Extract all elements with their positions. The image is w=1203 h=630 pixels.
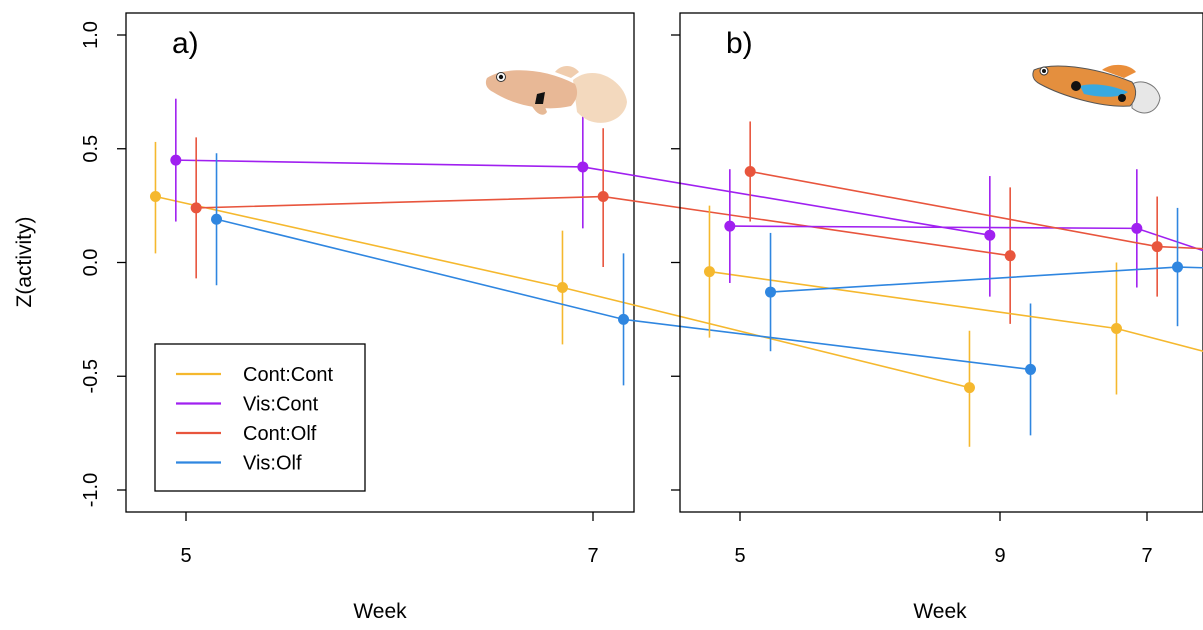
series-vis-olf xyxy=(765,207,1203,352)
panel-label: a) xyxy=(172,27,199,60)
data-point xyxy=(765,286,777,298)
data-point xyxy=(703,266,715,278)
fish-gravid-spot xyxy=(535,92,545,104)
legend-label: Vis:Olf xyxy=(243,453,302,475)
panel-a: 5 7 9 1.0 0.5 0.0 -0.5 -1.0 Week Z(activity) a) Con… xyxy=(13,12,1037,623)
series-line xyxy=(729,225,1203,252)
data-point xyxy=(963,382,975,394)
data-point xyxy=(211,213,223,225)
series-line xyxy=(709,270,1203,353)
data-point xyxy=(1004,250,1016,262)
data-point xyxy=(190,202,202,214)
series-cont-olf xyxy=(190,128,1016,324)
panel-b: 5 7 9 Week b) xyxy=(671,12,1203,623)
fish-black-spot xyxy=(1071,81,1081,91)
series-line xyxy=(770,266,1203,293)
data-point xyxy=(1131,222,1143,234)
y-tick-label: -0.5 xyxy=(80,359,102,393)
fish-dorsal-fin xyxy=(1102,64,1136,78)
pale-female-guppy-icon xyxy=(485,66,627,123)
series-vis-cont xyxy=(724,169,1203,288)
data-point xyxy=(1025,363,1037,375)
fish-pupil xyxy=(1042,69,1046,73)
data-point xyxy=(149,191,161,203)
legend-box xyxy=(154,343,366,492)
data-point xyxy=(1110,322,1122,334)
y-tick-label: -1.0 xyxy=(80,473,102,507)
fish-body xyxy=(485,70,578,109)
x-tick-label: 5 xyxy=(734,545,745,567)
y-tick-label: 0.0 xyxy=(80,249,102,277)
x-axis-title: Week xyxy=(913,600,967,623)
y-tick-label: 0.5 xyxy=(80,135,102,163)
data-point xyxy=(1151,241,1163,253)
data-point xyxy=(556,282,568,294)
fish-dorsal-fin xyxy=(555,66,579,78)
legend: Cont:Cont Vis:Cont Cont:Olf Vis:Olf xyxy=(154,343,366,492)
data-point xyxy=(618,313,630,325)
fish-pupil xyxy=(498,74,504,80)
fish-tail xyxy=(1131,81,1161,114)
data-point xyxy=(170,154,182,166)
legend-label: Cont:Olf xyxy=(243,423,317,445)
panel-label: b) xyxy=(726,27,753,60)
series-vis-olf xyxy=(211,153,1037,436)
x-tick-label: 5 xyxy=(180,545,191,567)
x-tick-label: 7 xyxy=(1141,545,1152,567)
series-cont-cont xyxy=(703,205,1203,395)
fish-ventral-fin xyxy=(530,102,547,115)
data-point xyxy=(984,229,996,241)
y-tick-label: 1.0 xyxy=(80,21,102,49)
legend-label: Cont:Cont xyxy=(243,364,333,386)
data-point xyxy=(724,220,736,232)
legend-label: Vis:Cont xyxy=(243,394,319,416)
x-tick-label: 7 xyxy=(587,545,598,567)
data-point xyxy=(744,166,756,177)
x-axis-title: Week xyxy=(353,600,407,623)
y-axis-title: Z(activity) xyxy=(13,217,36,308)
fish-blue-patch xyxy=(1080,84,1128,97)
data-point xyxy=(597,191,609,203)
data-point xyxy=(1172,261,1184,273)
fish-tail xyxy=(573,72,627,123)
series-cont-cont xyxy=(149,141,975,447)
series-cont-olf xyxy=(744,121,1203,297)
series-vis-cont xyxy=(170,98,996,297)
x-tick-label: 9 xyxy=(994,545,1005,567)
colorful-male-guppy-icon xyxy=(1032,64,1161,114)
fish-black-spot xyxy=(1118,94,1126,102)
data-point xyxy=(577,161,589,173)
